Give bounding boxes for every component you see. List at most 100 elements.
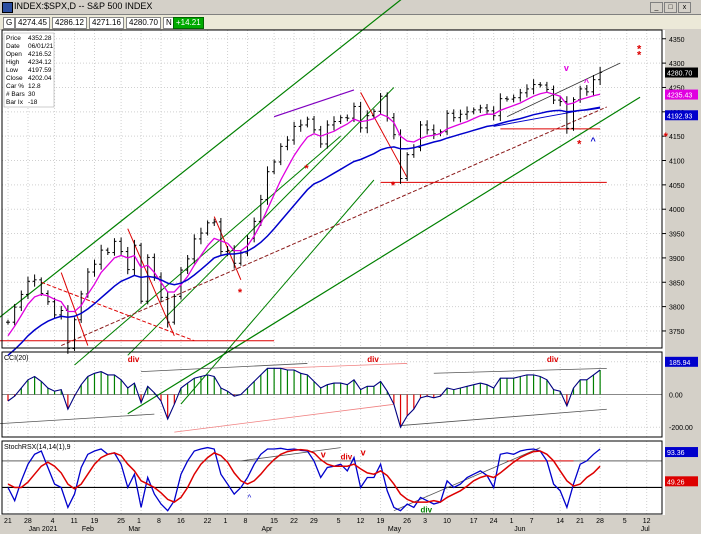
bottom-marker: ^ [584,78,590,88]
maximize-button[interactable]: □ [664,2,677,13]
x-tick-label: 17 [470,518,478,525]
stoch-div-label: div [341,453,353,462]
x-tick-label: 25 [117,518,125,525]
decline-line-may [360,92,408,178]
stoch-value-label: 49.26 [667,479,685,486]
value-label: 4280.70 [667,71,692,78]
stoch-marker: v [361,448,366,458]
value-flag [665,89,698,100]
stoch-marker: v [321,450,326,460]
y-tick-label: 3950 [669,232,685,239]
x-tick-label: 16 [177,518,185,525]
cci-axis-label: -200.00 [669,425,693,432]
quote-open: 4274.45 [15,17,50,29]
y-tick-label: 4000 [669,207,685,214]
month-label: Apr [261,526,273,533]
y-tick-label: 4350 [669,37,685,44]
star-marker: * [304,163,309,175]
channel-upper [0,0,402,318]
month-label: Mar [128,526,141,533]
div-label: div [547,355,559,364]
fan-dashed-red [41,281,195,342]
ma-fast-line [7,91,601,337]
cci-line [7,367,601,429]
div-label: div [367,355,379,364]
cci-value-flag [665,356,698,367]
value-flag [665,110,698,121]
info-label: High [6,59,20,66]
div-label: div [128,355,140,364]
x-tick-label: 26 [403,518,411,525]
x-tick-label: 1 [510,518,514,525]
x-tick-label: 28 [596,518,604,525]
quote-g-box: G [3,17,16,29]
window-titlebar[interactable]: INDEX:$SPX,D -- S&P 500 INDEX _ □ x [0,0,701,15]
info-label: Car % [6,83,24,90]
x-tick-label: 22 [204,518,212,525]
x-tick-label: 4 [51,518,55,525]
info-value: 4216.52 [28,51,52,58]
x-tick-label: 3 [423,518,427,525]
y-tick-label: 4050 [669,183,685,190]
info-label: Price [6,35,21,42]
decline-line-feb [127,228,175,337]
month-label: Jul [641,526,650,533]
fan-line-1 [74,135,341,366]
month-label: May [388,526,402,533]
x-tick-label: 21 [4,518,12,525]
info-value: 12.8 [28,83,41,90]
y-tick-label: 3800 [669,305,685,312]
cci-trendline-2 [141,363,308,373]
month-label: Jan 2021 [29,526,58,533]
stoch-value-flag [665,476,698,487]
quote-change: +14.21 [173,17,204,29]
info-value: 30 [28,91,36,98]
info-label: Close [6,75,23,82]
y-tick-label: 4150 [669,134,685,141]
value-flag [665,67,698,78]
star-marker: * [664,131,669,143]
window-title: INDEX:$SPX,D -- S&P 500 INDEX [14,1,153,11]
info-value: 4234.12 [28,59,52,66]
stoch-value-label: 93.36 [667,450,685,457]
quote-high: 4286.12 [52,17,87,29]
x-tick-label: 12 [357,518,365,525]
minimize-button[interactable]: _ [650,2,663,13]
cci-trendline-4 [274,363,408,369]
close-button[interactable]: x [678,2,691,13]
resistance-line [273,89,355,118]
star-marker: * [391,180,396,192]
x-axis-panel [0,515,701,534]
x-tick-label: 21 [576,518,584,525]
fan-line-3 [180,179,375,405]
x-tick-label: 1 [224,518,228,525]
info-value: 4202.04 [28,75,52,82]
channel-lower [127,96,641,415]
x-tick-label: 15 [270,518,278,525]
star-marker: * [637,49,642,61]
x-tick-label: 19 [90,518,98,525]
y-tick-label: 4250 [669,85,685,92]
x-tick-label: 8 [157,518,161,525]
stoch-div-label: div [420,506,432,515]
cci-trendline-1 [0,413,155,424]
star-marker: * [637,44,642,56]
cci-trendline-5 [400,408,607,426]
x-tick-label: 24 [490,518,498,525]
value-label: 4192.93 [667,113,692,120]
x-tick-label: 5 [623,518,627,525]
info-label: Open [6,51,22,58]
cci-title: CCI(20) [4,355,29,362]
cci-trendline-3 [174,403,394,433]
quote-bar: G 4274.45 4286.12 4271.16 4280.70 N +14.… [0,15,701,29]
quote-low: 4271.16 [89,17,124,29]
stoch-marker: ^ [248,494,252,503]
bottom-marker: ^ [590,136,596,146]
pane-frame-0 [1,29,663,349]
stoch-title: StochRSX(14,14(1),9 [4,444,71,451]
value-label: 4235.43 [667,93,692,100]
x-tick-label: 28 [24,518,32,525]
stoch-value-flag [665,447,698,458]
